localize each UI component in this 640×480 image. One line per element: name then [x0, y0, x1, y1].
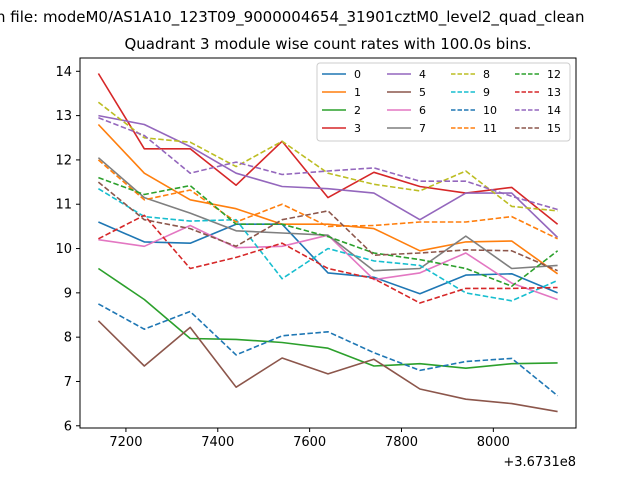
legend-label-13: 13: [547, 86, 561, 99]
series-line-0: [98, 221, 558, 295]
x-tick-label: 7600: [293, 435, 326, 450]
y-tick-label: 7: [64, 375, 72, 390]
series-line-7: [97, 157, 558, 272]
series-line-9: [97, 188, 558, 302]
series-line-11: [97, 159, 558, 240]
legend-label-14: 14: [547, 104, 561, 117]
y-tick-label: 9: [64, 286, 72, 301]
legend-box: [316, 62, 571, 142]
legend-label-10: 10: [483, 104, 497, 117]
legend-label-2: 2: [354, 104, 361, 117]
legend-label-5: 5: [419, 86, 426, 99]
y-tick-label: 11: [55, 198, 72, 213]
x-tick-label: 7400: [201, 435, 234, 450]
legend-label-7: 7: [419, 122, 426, 135]
series-line-8: [97, 101, 558, 212]
chart-title: Quadrant 3 module wise count rates with …: [124, 35, 531, 53]
legend-label-1: 1: [354, 86, 361, 99]
series-line-13: [98, 214, 558, 304]
series-line-5: [97, 320, 558, 413]
y-axis: 6 7 8 9 10 11 12 13 14: [55, 65, 80, 434]
series-line-12: [98, 176, 559, 288]
legend-label-11: 11: [483, 122, 497, 135]
x-axis: 7200 7400 7600 7800 8000: [109, 428, 510, 450]
series-line-1: [97, 123, 559, 275]
series-line-15: [97, 181, 558, 272]
series-line-10: [98, 303, 559, 397]
plot-area: [97, 73, 559, 413]
y-tick-label: 10: [55, 242, 72, 257]
series-line-14: [98, 117, 558, 211]
chart-suptitle: n file: modeM0/AS1A10_123T09_9000004654_…: [0, 8, 585, 27]
x-offset-label: +3.6731e8: [503, 455, 576, 470]
x-tick-label: 7800: [385, 435, 418, 450]
series-line-3: [97, 73, 559, 225]
y-tick-label: 13: [55, 109, 72, 124]
legend-label-12: 12: [547, 68, 561, 81]
legend-label-15: 15: [547, 122, 561, 135]
legend-label-9: 9: [483, 86, 490, 99]
series-line-2: [97, 267, 558, 370]
x-tick-label: 7200: [109, 435, 142, 450]
legend-label-8: 8: [483, 68, 490, 81]
y-tick-label: 8: [64, 331, 72, 346]
legend-label-3: 3: [354, 122, 361, 135]
legend-label-0: 0: [354, 68, 361, 81]
y-tick-label: 14: [55, 65, 72, 80]
axes-frame: [79, 57, 577, 429]
y-tick-label: 12: [55, 153, 72, 168]
y-tick-label: 6: [64, 419, 72, 434]
legend-label-4: 4: [419, 68, 426, 81]
series-line-4: [98, 114, 559, 239]
x-tick-label: 8000: [477, 435, 510, 450]
legend-label-6: 6: [419, 104, 426, 117]
